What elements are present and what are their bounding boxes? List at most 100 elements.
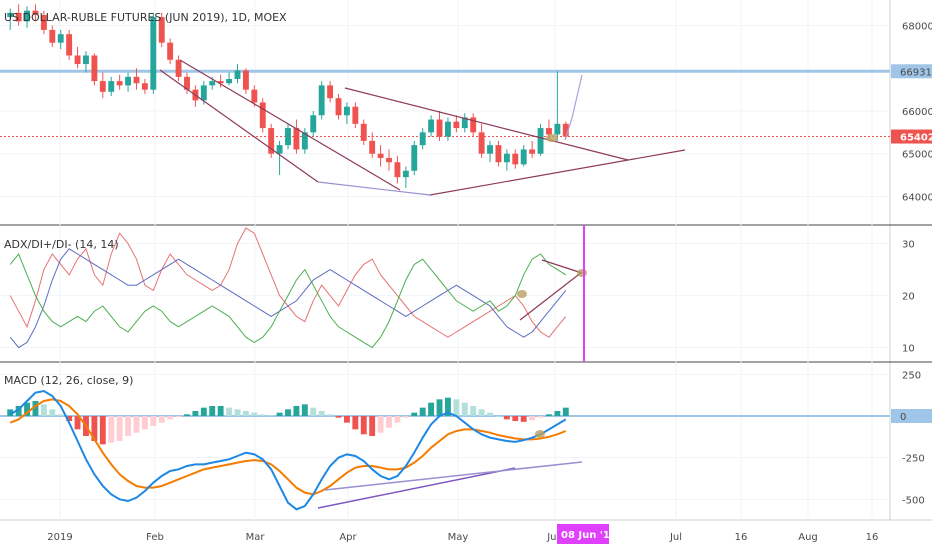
candle — [310, 111, 317, 137]
macd-hist-bar — [419, 407, 426, 416]
candle-body — [293, 128, 300, 150]
trendline-upper-channel[interactable] — [159, 69, 319, 183]
macd-hist-bar — [116, 416, 123, 441]
macd-hist-bar — [512, 416, 519, 421]
price-pane[interactable]: US DOLLAR-RUBLE FUTURES (JUN 2019), 1D, … — [0, 4, 932, 203]
candle-body — [537, 128, 544, 154]
candle — [49, 25, 56, 47]
macd-tick-label: -250 — [902, 454, 925, 465]
candle — [276, 140, 283, 176]
candle-body — [259, 102, 266, 129]
candle — [512, 149, 519, 169]
candle-body — [327, 85, 334, 99]
candle-body — [108, 81, 115, 92]
macd-pane[interactable]: MACD (12, 26, close, 9) 250 -250 -500 0 — [0, 370, 932, 511]
trendline-lower-channel[interactable] — [179, 59, 401, 191]
candle-body — [234, 70, 241, 79]
candle — [259, 98, 266, 133]
candle-body — [276, 145, 283, 154]
candle — [327, 81, 334, 103]
adx-line-1 — [9, 248, 567, 349]
trendline-lows[interactable] — [317, 181, 431, 196]
candle — [495, 140, 502, 167]
macd-hist-bar — [184, 414, 190, 416]
macd-hist-bar — [217, 406, 224, 416]
candle — [251, 85, 258, 107]
projection-line[interactable] — [564, 74, 583, 141]
level-badge-text: 66931 — [900, 67, 932, 78]
macd-trendline-2[interactable] — [324, 461, 583, 491]
candle-body — [520, 149, 527, 165]
date-badge-box — [557, 524, 609, 544]
candle — [453, 115, 460, 133]
candle-body — [83, 55, 89, 65]
adx-trendline-1[interactable] — [541, 259, 583, 274]
candle-body — [133, 76, 140, 84]
time-tick-label: Jul — [669, 532, 682, 543]
candle — [411, 140, 418, 176]
macd-hist-bar — [369, 416, 376, 436]
macd-hist-bar — [520, 416, 527, 422]
candle — [150, 12, 157, 94]
macd-hist-bar — [24, 402, 30, 416]
candle — [360, 119, 367, 146]
candle — [268, 123, 275, 158]
candle-body — [7, 12, 14, 18]
candle — [217, 74, 224, 88]
candle — [386, 149, 392, 171]
adx-tick-label: 20 — [902, 292, 915, 303]
candle-body — [343, 106, 350, 116]
macd-hist-bar — [402, 416, 409, 418]
candle-body — [428, 119, 435, 133]
macd-hist-bar — [226, 407, 233, 416]
trendline-wedge-top[interactable] — [344, 87, 629, 161]
candle — [343, 102, 350, 124]
macd-hist-bar — [453, 399, 460, 416]
candle-body — [386, 157, 392, 163]
candle-body — [352, 106, 359, 124]
macd-pane-title: MACD (12, 26, close, 9) — [4, 374, 133, 387]
highlight-marker — [546, 134, 558, 142]
macd-hist-bar — [259, 414, 266, 416]
adx-tick-label: 10 — [902, 344, 915, 355]
candle-body — [369, 140, 376, 154]
candle — [158, 12, 165, 47]
candle-body — [116, 81, 123, 86]
time-axis[interactable]: 2019 Feb Mar Apr May Jun Jul 16 Aug 16 — [47, 532, 878, 543]
candle-body — [444, 121, 451, 137]
candle — [167, 38, 174, 65]
time-tick-label: Aug — [798, 532, 818, 543]
macd-hist-bar — [343, 416, 350, 423]
candle — [108, 76, 115, 97]
candle-body — [562, 123, 569, 137]
trendline-wedge-bottom[interactable] — [429, 149, 686, 196]
macd-hist-bar — [386, 416, 392, 428]
candle — [436, 111, 443, 141]
macd-hist-bar — [562, 407, 569, 416]
macd-hist-bar — [150, 416, 157, 426]
adx-trendline-2[interactable] — [519, 271, 583, 321]
candle-body — [24, 10, 30, 22]
candle — [478, 123, 485, 158]
macd-hist-bar — [40, 404, 47, 416]
adx-line-2 — [9, 253, 567, 349]
candle — [40, 10, 47, 35]
macd-hist-bar — [546, 414, 552, 416]
candle — [352, 102, 359, 129]
macd-lines — [9, 389, 567, 511]
macd-trendline-1[interactable] — [317, 467, 516, 509]
macd-hist-bar — [310, 407, 317, 416]
last-price-badge: 65402 — [891, 129, 932, 144]
candle-body — [495, 145, 502, 163]
macd-hist-bar — [133, 416, 140, 433]
adx-pane[interactable]: ADX/DI+/DI- (14, 14) 30 20 10 — [4, 225, 915, 362]
macd-hist-bar — [91, 416, 98, 441]
macd-hist-bar — [394, 416, 401, 423]
price-pane-title: US DOLLAR-RUBLE FUTURES (JUN 2019), 1D, … — [4, 11, 287, 24]
macd-marker — [535, 430, 545, 438]
macd-hist-bar — [352, 416, 359, 430]
macd-hist-bar — [209, 406, 216, 416]
level-badge-box — [891, 64, 932, 79]
macd-hist-bar — [66, 416, 73, 421]
